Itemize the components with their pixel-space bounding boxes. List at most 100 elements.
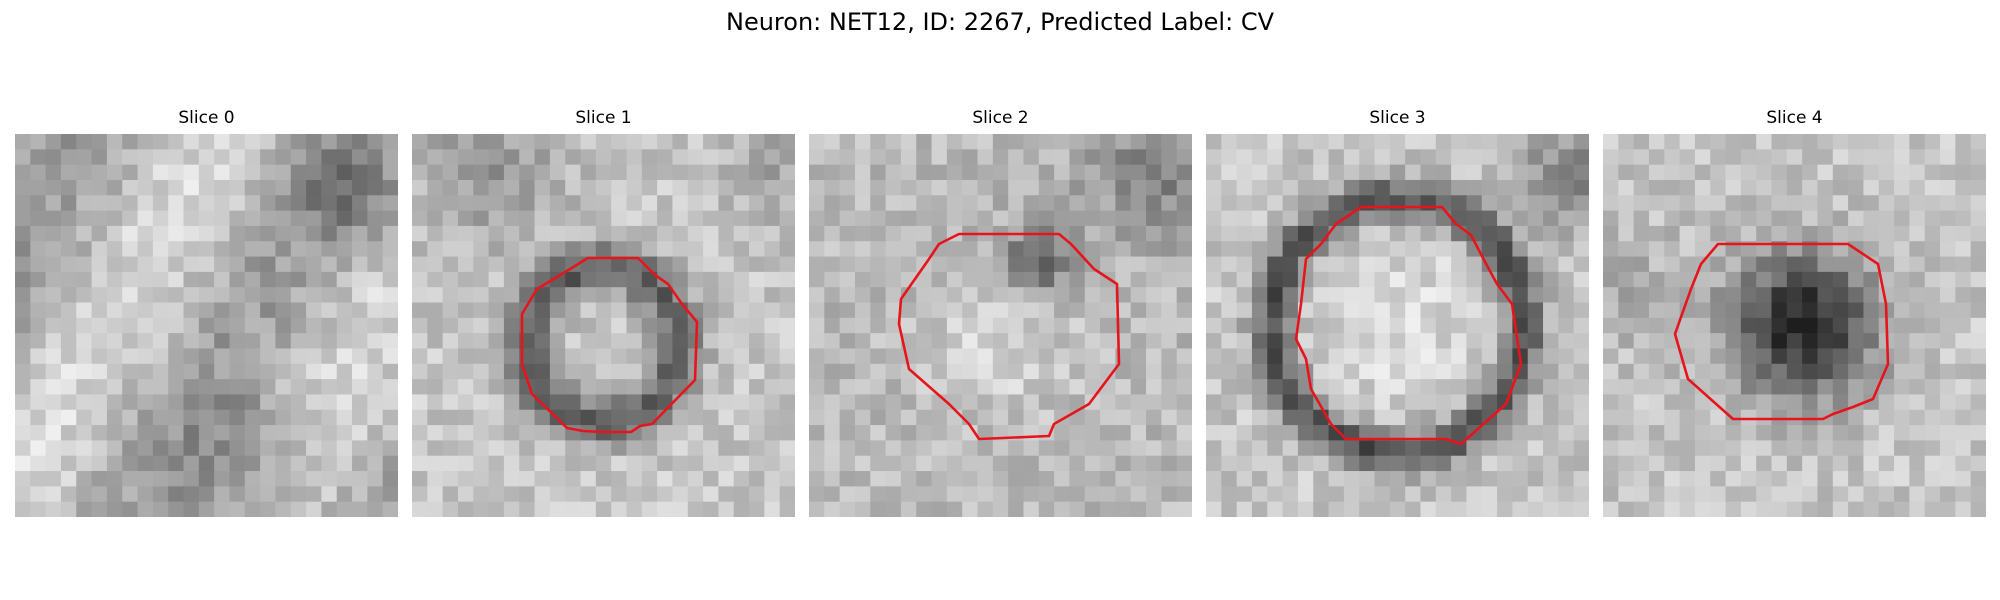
pixel — [1054, 195, 1071, 212]
pixel — [412, 486, 428, 503]
pixel — [198, 379, 215, 396]
pixel — [1069, 271, 1086, 288]
pixel — [229, 302, 246, 319]
pixel — [900, 486, 917, 503]
pixel — [152, 195, 169, 212]
pixel — [1573, 333, 1589, 350]
pixel — [1008, 317, 1025, 334]
pixel — [703, 164, 719, 181]
pixel — [1924, 348, 1941, 365]
pixel — [1970, 195, 1986, 212]
pixel — [1359, 348, 1376, 365]
pixel — [1100, 501, 1116, 517]
pixel — [1206, 425, 1222, 441]
pixel — [1832, 210, 1849, 227]
pixel — [1313, 317, 1330, 334]
pixel — [931, 363, 948, 380]
pixel — [1710, 333, 1727, 350]
pixel — [442, 225, 459, 242]
pixel — [1481, 287, 1498, 304]
pixel — [809, 471, 825, 487]
pixel — [442, 501, 459, 517]
pixel — [1497, 501, 1513, 517]
pixel — [1527, 179, 1544, 196]
pixel — [1848, 287, 1865, 304]
pixel — [1374, 164, 1391, 181]
pixel — [1648, 363, 1665, 380]
pixel — [839, 409, 856, 426]
pixel — [137, 363, 154, 380]
pixel — [1573, 363, 1589, 380]
pixel — [703, 134, 719, 150]
pixel — [1573, 501, 1589, 517]
pixel — [595, 164, 612, 181]
pixel — [382, 486, 398, 503]
pixel — [534, 348, 551, 365]
pixel — [106, 179, 123, 196]
pixel — [457, 287, 474, 304]
pixel — [1802, 195, 1819, 212]
pixel — [1420, 409, 1437, 426]
pixel — [76, 287, 93, 304]
pixel — [1694, 225, 1711, 242]
pixel — [1802, 379, 1819, 396]
pixel — [260, 179, 277, 196]
pixel — [1008, 210, 1025, 227]
pixel — [382, 348, 398, 365]
pixel — [1694, 317, 1711, 334]
pixel — [946, 379, 963, 396]
pixel — [152, 440, 169, 457]
pixel — [749, 471, 765, 487]
pixel — [1603, 256, 1619, 273]
pixel — [137, 333, 154, 350]
pixel — [306, 317, 322, 334]
pixel — [352, 164, 368, 181]
pixel — [76, 271, 93, 288]
pixel — [336, 471, 353, 487]
pixel — [1970, 271, 1986, 288]
pixel — [1786, 348, 1803, 365]
pixel — [137, 440, 154, 457]
pixel — [1405, 348, 1422, 365]
pixel — [565, 471, 582, 487]
pixel — [916, 287, 933, 304]
pixel — [214, 149, 231, 166]
pixel — [457, 256, 474, 273]
pixel — [1817, 256, 1834, 273]
pixel — [1069, 210, 1086, 227]
pixel — [1512, 149, 1529, 166]
pixel — [306, 471, 322, 487]
pixel — [1543, 425, 1559, 441]
pixel — [1435, 409, 1452, 426]
pixel — [183, 134, 200, 150]
pixel — [1894, 333, 1910, 350]
pixel — [1603, 501, 1619, 517]
pixel — [1359, 471, 1376, 487]
pixel — [809, 440, 825, 457]
pixel — [1863, 164, 1880, 181]
pixel — [183, 394, 200, 411]
pixel — [1694, 501, 1711, 517]
pixel — [336, 225, 353, 242]
pixel — [962, 271, 979, 288]
pixel — [1008, 149, 1025, 166]
pixel — [1725, 333, 1742, 350]
pixel — [1069, 134, 1086, 150]
pixel — [809, 317, 825, 334]
pixel — [229, 363, 246, 380]
pixel — [749, 425, 765, 441]
pixel — [352, 317, 368, 334]
pixel — [442, 455, 459, 472]
pixel — [1940, 134, 1956, 150]
pixel — [1374, 134, 1391, 150]
pixel — [885, 210, 902, 227]
pixel — [1894, 225, 1910, 242]
pixel — [1710, 379, 1727, 396]
pixel — [1633, 134, 1650, 150]
pixel — [427, 394, 444, 411]
pixel — [244, 348, 261, 365]
pixel — [1282, 179, 1299, 196]
pixel — [1282, 333, 1299, 350]
pixel — [1786, 195, 1803, 212]
pixel — [839, 363, 856, 380]
